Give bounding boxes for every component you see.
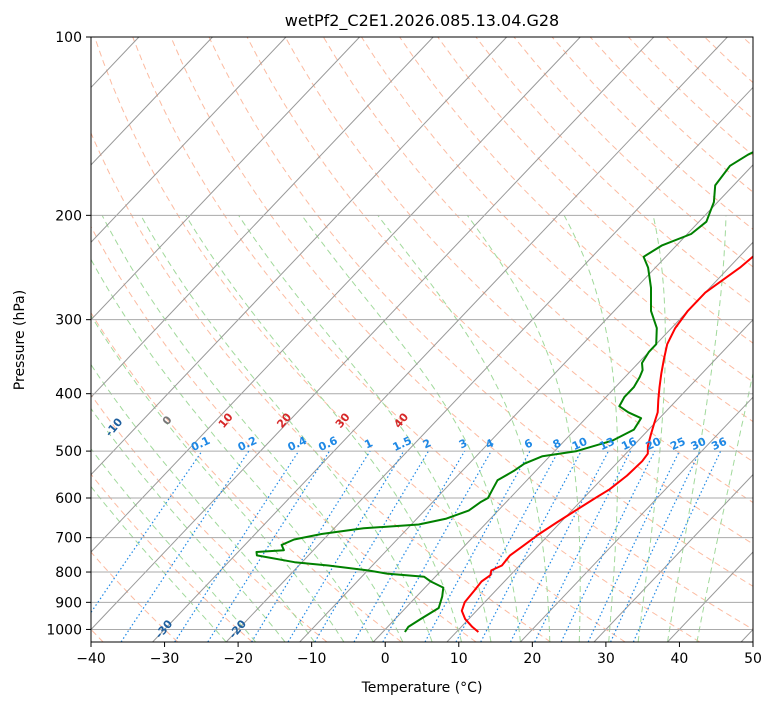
isotherm-line <box>593 473 753 642</box>
dewpoint-line <box>255 151 753 633</box>
dry-adiabat-line <box>361 37 753 423</box>
moist-adiabat-line <box>185 215 463 642</box>
moist-adiabat-line <box>667 215 727 642</box>
moist-adiabat-line <box>91 314 345 642</box>
isotherm-line <box>152 37 728 642</box>
x-tick-label: 20 <box>523 651 541 667</box>
y-tick-label: 700 <box>55 531 82 547</box>
x-tick-label: 30 <box>597 651 615 667</box>
mixing-ratio-line <box>534 450 632 642</box>
mixing-ratio-label: 10 <box>570 435 590 453</box>
mixing-ratio-line <box>120 450 250 642</box>
isotherm-line <box>91 37 434 398</box>
isotherm-line <box>91 37 287 244</box>
mixing-ratio-label: 25 <box>668 435 687 453</box>
moist-adiabat-line <box>563 215 619 642</box>
mixing-ratio-label: 20 <box>644 435 664 453</box>
y-tick-label: 600 <box>55 491 82 507</box>
isotherm-line <box>299 164 753 642</box>
mixing-ratio-line <box>632 450 722 642</box>
y-axis-title: Pressure (hPa) <box>12 290 28 390</box>
x-tick-label: −40 <box>76 651 106 667</box>
isotherm-line <box>225 86 753 642</box>
isotherm-line <box>91 37 360 321</box>
dry-adiabat-line <box>437 37 753 344</box>
moist-adiabat-line <box>91 258 374 642</box>
dry-adiabat-line <box>284 37 753 504</box>
y-tick-label: 800 <box>55 565 82 581</box>
x-tick-label: −10 <box>297 651 327 667</box>
isotherm-line <box>446 319 753 642</box>
mixing-ratio-label: 16 <box>619 435 639 453</box>
y-axis: 100 200 300 400 500 600 700 800 900 1000 <box>46 30 91 638</box>
dry-adiabat-line <box>94 37 626 642</box>
x-tick-label: 10 <box>450 651 468 667</box>
isotherm-line <box>91 37 213 166</box>
y-tick-label: 1000 <box>46 622 82 638</box>
dry-adiabat-line <box>170 37 753 630</box>
moist-adiabat-line <box>238 215 492 642</box>
moist-adiabat-line <box>140 215 433 642</box>
mixing-ratio-line <box>287 450 405 642</box>
dry-adiabat-line <box>399 37 753 383</box>
mixing-ratio-line <box>560 450 656 642</box>
isotherm-line <box>91 37 508 476</box>
mixing-ratio-line <box>424 450 531 642</box>
x-tick-label: 50 <box>744 651 762 667</box>
dry-adiabat-line <box>322 37 753 463</box>
chart-title: wetPf2_C2E1.2026.085.13.04.G28 <box>285 11 559 31</box>
plot-area <box>91 37 753 642</box>
x-tick-label: −20 <box>223 651 253 667</box>
isotherm-line <box>91 37 581 553</box>
y-tick-label: 200 <box>55 208 82 224</box>
y-tick-label: 100 <box>55 30 82 46</box>
moist-adiabat-line <box>377 215 551 642</box>
moist-adiabat-line <box>301 215 521 642</box>
moist-adiabat-line <box>91 485 227 642</box>
moist-adiabat-line <box>91 363 315 642</box>
dry-adiabat-line <box>132 37 701 642</box>
dry-adiabat-line <box>91 225 477 642</box>
mixing-ratio-label: 13 <box>597 435 616 453</box>
isotherm-line <box>372 241 753 642</box>
isotherm-line <box>91 37 655 631</box>
mixing-ratio-line <box>251 450 371 642</box>
mixing-ratio-line <box>455 450 560 642</box>
temperature-line <box>460 255 753 633</box>
dry-adiabat-line <box>91 131 551 642</box>
x-tick-label: 0 <box>381 651 390 667</box>
dry-adiabat-line <box>208 37 753 587</box>
mixing-ratio-label: 36 <box>709 435 729 453</box>
moist-adiabat-line <box>101 215 404 642</box>
isotherm-line <box>520 396 753 642</box>
x-tick-label: 40 <box>671 651 689 667</box>
y-tick-label: 300 <box>55 313 82 329</box>
mixing-ratio-label: 30 <box>689 435 709 453</box>
plot-frame <box>90 36 754 643</box>
mixing-ratio-line <box>207 450 331 642</box>
mixing-ratio-line <box>382 450 492 642</box>
dry-adiabat-line <box>91 473 253 642</box>
y-tick-label: 500 <box>55 444 82 460</box>
x-tick-label: −30 <box>150 651 180 667</box>
y-tick-label: 400 <box>55 387 82 403</box>
mixing-ratio-line <box>174 450 300 642</box>
x-axis-title: Temperature (°C) <box>361 680 483 696</box>
y-tick-label: 900 <box>55 595 82 611</box>
plot-background <box>91 37 753 642</box>
x-axis: −40 −30 −20 −10 0 10 20 30 40 50 <box>76 642 762 667</box>
